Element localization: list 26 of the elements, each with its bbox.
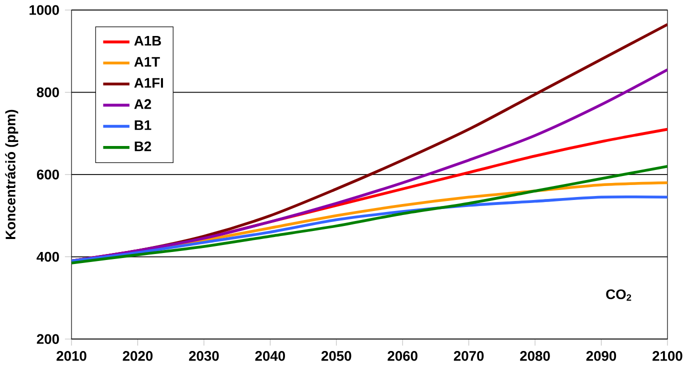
y-tick-label: 400 bbox=[36, 252, 59, 262]
legend-label: A1B bbox=[134, 36, 161, 46]
line-series bbox=[72, 196, 668, 262]
x-tick-label: 2100 bbox=[652, 351, 682, 361]
x-tick-label: 2030 bbox=[189, 351, 219, 361]
x-tick-label: 2050 bbox=[321, 351, 352, 361]
y-tick-label: 200 bbox=[36, 334, 59, 344]
y-tick-label: 800 bbox=[36, 87, 59, 98]
legend-label: B1 bbox=[134, 120, 152, 130]
y-tick-label: 600 bbox=[36, 170, 59, 180]
x-tick-label: 2070 bbox=[454, 351, 484, 361]
annotation: CO$_{2}$ bbox=[606, 289, 632, 301]
line-series bbox=[72, 68, 668, 262]
legend-label: B2 bbox=[134, 141, 152, 152]
y-tick-label: 1000 bbox=[30, 5, 59, 15]
line-series bbox=[72, 164, 668, 264]
x-tick-label: 2080 bbox=[520, 351, 550, 361]
x-tick-label: 2090 bbox=[586, 351, 616, 361]
legend-label: A1FI bbox=[134, 78, 163, 88]
x-tick-label: 2040 bbox=[255, 351, 285, 361]
y-axis-title: Koncentráció (ppm) bbox=[5, 110, 18, 239]
x-tick-label: 2010 bbox=[56, 351, 86, 361]
x-tick-label: 2020 bbox=[122, 351, 153, 361]
legend-label: A1T bbox=[134, 57, 160, 67]
x-tick-label: 2060 bbox=[388, 351, 418, 361]
legend-label: A2 bbox=[134, 99, 152, 109]
